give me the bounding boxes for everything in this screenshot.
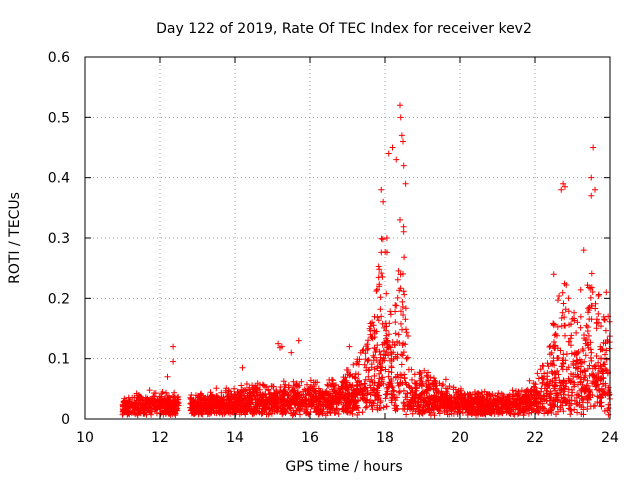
y-axis-label: ROTI / TECUs xyxy=(7,192,23,284)
x-tick-label: 18 xyxy=(376,430,394,446)
x-tick-label: 14 xyxy=(226,430,244,446)
y-tick-label: 0.3 xyxy=(48,231,70,247)
roti-spike-point xyxy=(400,138,406,145)
y-tick-label: 0 xyxy=(61,412,70,428)
y-tick-label: 0.5 xyxy=(48,110,70,126)
roti-marker-cloud xyxy=(119,223,613,419)
x-tick-label: 22 xyxy=(526,430,544,446)
data-markers xyxy=(119,102,613,419)
roti-spike-point xyxy=(560,180,567,187)
roti-spike-point xyxy=(603,289,610,296)
y-tick-label: 0.2 xyxy=(48,291,70,307)
x-tick-label: 12 xyxy=(151,430,169,446)
axis-ticks xyxy=(84,56,611,420)
roti-spike-point xyxy=(400,162,407,169)
x-tick-label: 24 xyxy=(601,430,619,446)
roti-spike-point xyxy=(580,247,587,254)
roti-spike-point xyxy=(562,183,568,190)
roti-spike-point xyxy=(397,216,403,223)
roti-spike-point xyxy=(380,198,387,205)
roti-spike-point xyxy=(278,343,285,350)
roti-spike-point xyxy=(170,343,177,350)
x-tick-label: 16 xyxy=(301,430,319,446)
roti-spike-point xyxy=(398,132,405,139)
y-tick-label: 0.1 xyxy=(48,352,70,368)
tick-labels: 10 12 14 16 18 20 22 24 0 0.1 0.2 0.3 0.4 0.5 0.6 xyxy=(48,50,619,446)
roti-spike-point xyxy=(588,174,595,181)
roti-spike-point xyxy=(590,144,597,151)
roti-spike-point xyxy=(385,150,392,157)
roti-spike-point xyxy=(378,186,385,193)
roti-spike-point xyxy=(295,337,302,344)
roti-spike-point xyxy=(397,102,403,109)
x-tick-label: 20 xyxy=(451,430,469,446)
roti-spike-point xyxy=(550,271,557,278)
chart-title: Day 122 of 2019, Rate Of TEC Index for r… xyxy=(156,21,532,37)
roti-spike-point xyxy=(170,358,177,365)
roti-spike-point xyxy=(588,192,595,199)
roti-spike-point xyxy=(275,340,282,347)
roti-spike-point xyxy=(393,156,400,163)
roti-spike-point xyxy=(389,144,396,151)
roti-spike-point xyxy=(592,186,598,193)
y-tick-label: 0.4 xyxy=(48,171,70,187)
x-axis-label: GPS time / hours xyxy=(285,459,402,475)
roti-spike-point xyxy=(164,373,171,380)
roti-spike-point xyxy=(397,114,404,121)
roti-spike-point xyxy=(558,186,565,193)
roti-spike-point xyxy=(383,235,390,241)
roti-spike-point xyxy=(288,349,295,356)
y-tick-label: 0.6 xyxy=(48,50,70,66)
roti-spike-point xyxy=(402,180,409,187)
roti-spike-point xyxy=(346,343,353,350)
roti-spike-point xyxy=(239,364,246,371)
x-tick-label: 10 xyxy=(76,430,94,446)
